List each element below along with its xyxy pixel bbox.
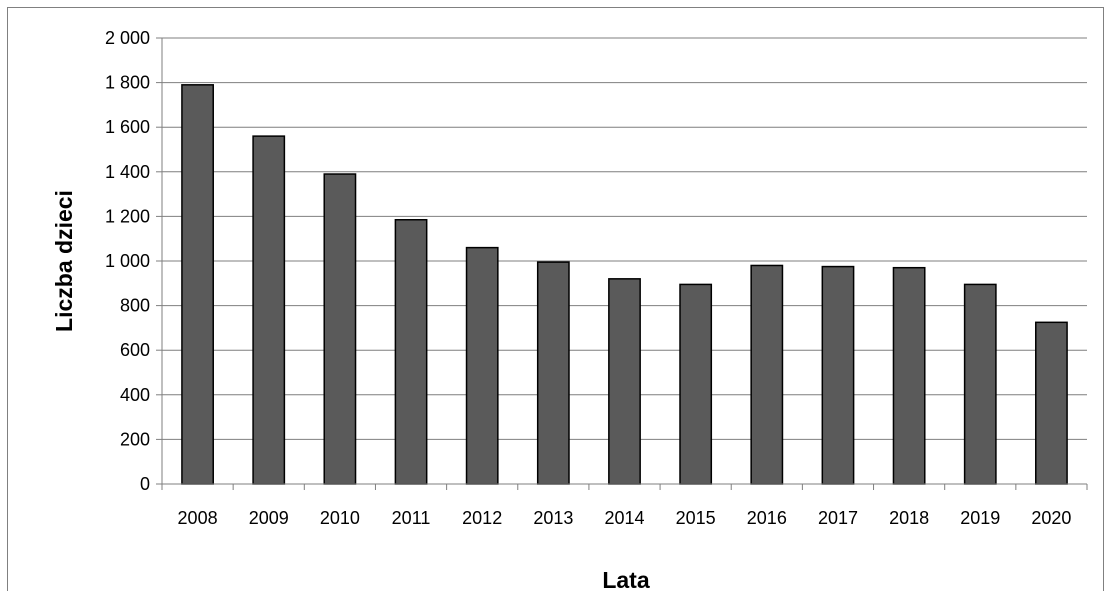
x-tick-label: 2009 xyxy=(249,508,289,528)
bar-2011 xyxy=(394,218,428,485)
y-tick-label: 1 600 xyxy=(105,117,150,137)
x-tick-label: 2008 xyxy=(178,508,218,528)
y-tick-label: 400 xyxy=(120,385,150,405)
axes xyxy=(156,37,1088,490)
bar-2016 xyxy=(750,264,784,485)
bar-2015 xyxy=(679,283,713,485)
x-tick-label: 2014 xyxy=(604,508,644,528)
bar-2013 xyxy=(536,261,570,485)
x-tick-label: 2018 xyxy=(889,508,929,528)
x-tick-label: 2011 xyxy=(392,508,431,528)
bar-2019 xyxy=(963,283,997,485)
bar-2009 xyxy=(252,135,286,485)
y-tick-label: 200 xyxy=(120,429,150,449)
x-tick-label: 2013 xyxy=(533,508,573,528)
bar-2008 xyxy=(181,84,214,485)
x-tick-label: 2010 xyxy=(320,508,360,528)
bar-2012 xyxy=(465,246,499,485)
bar-2017 xyxy=(821,265,855,485)
x-axis-title: Lata xyxy=(602,567,650,591)
bar-2018 xyxy=(892,266,926,485)
x-tick-label: 2020 xyxy=(1031,508,1071,528)
y-axis-title: Liczba dzieci xyxy=(51,190,77,332)
bar-2020 xyxy=(1035,321,1068,485)
x-tick-label: 2015 xyxy=(676,508,716,528)
x-tick-label: 2019 xyxy=(960,508,1000,528)
y-tick-label: 1 800 xyxy=(105,73,150,93)
y-tick-label: 800 xyxy=(120,296,150,316)
y-tick-labels: 0 200 400 600 800 1 000 1 200 1 400 1 600 1 800 2 … xyxy=(105,28,150,494)
y-tick-label: 2 000 xyxy=(105,28,150,48)
x-tick-label: 2017 xyxy=(818,508,858,528)
bar-2010 xyxy=(323,173,357,485)
y-tick-label: 0 xyxy=(140,474,150,494)
bar-2014 xyxy=(608,278,641,485)
x-tick-labels: 2008 2009 2010 2011 2012 2013 2014 2015 2016 2017… xyxy=(178,508,1072,528)
y-tick-label: 1 200 xyxy=(105,206,150,226)
y-tick-label: 1 000 xyxy=(105,251,150,271)
y-tick-label: 600 xyxy=(120,340,150,360)
y-tick-label: 1 400 xyxy=(105,162,150,182)
x-tick-label: 2012 xyxy=(462,508,502,528)
bars xyxy=(181,84,1068,485)
x-tick-label: 2016 xyxy=(747,508,787,528)
